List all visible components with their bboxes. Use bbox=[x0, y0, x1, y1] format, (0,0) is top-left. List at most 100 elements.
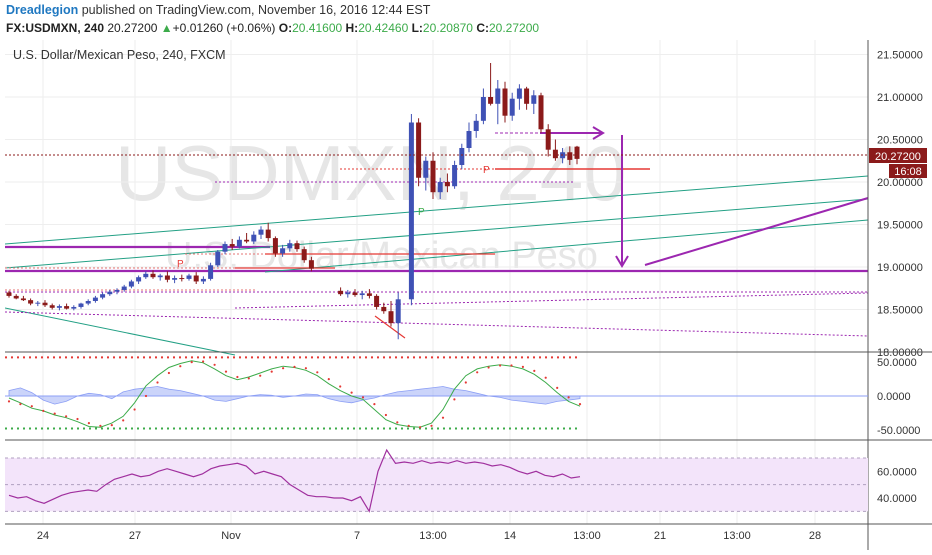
candle-body[interactable] bbox=[64, 306, 70, 309]
candle-body[interactable] bbox=[251, 234, 257, 242]
candle-body[interactable] bbox=[423, 160, 429, 178]
stoch-d-point bbox=[133, 408, 136, 411]
price-tick-label: 19.50000 bbox=[877, 220, 923, 232]
candle-body[interactable] bbox=[488, 97, 494, 104]
candle-body[interactable] bbox=[416, 122, 422, 178]
candle-body[interactable] bbox=[121, 286, 127, 290]
candle-body[interactable] bbox=[381, 306, 387, 312]
projection-arrows[interactable] bbox=[540, 126, 869, 268]
stoch-d-point bbox=[327, 378, 330, 381]
stochastic-pane[interactable]: 50.0000 0.0000 -50.0000 bbox=[5, 356, 920, 437]
stoch-d-point bbox=[110, 424, 113, 427]
candle-body[interactable] bbox=[244, 239, 250, 242]
candle-body[interactable] bbox=[509, 98, 515, 116]
candle-body[interactable] bbox=[164, 275, 170, 280]
open-value: 20.41600 bbox=[292, 21, 343, 35]
candle-body[interactable] bbox=[374, 295, 380, 307]
candle-body[interactable] bbox=[186, 275, 192, 279]
candle-body[interactable] bbox=[143, 273, 149, 278]
candle-body[interactable] bbox=[345, 292, 351, 295]
candle-body[interactable] bbox=[388, 311, 394, 324]
candle-body[interactable] bbox=[502, 88, 508, 116]
price-chart[interactable]: USDMXN, 240 U.S. Dollar/Mexican Peso U.S… bbox=[4, 40, 932, 550]
time-axis[interactable]: 24 27 Nov 7 13:00 14 13:00 21 13:00 28 bbox=[37, 530, 821, 542]
candle-body[interactable] bbox=[574, 146, 580, 159]
candle-body[interactable] bbox=[100, 294, 106, 298]
candle-body[interactable] bbox=[352, 292, 358, 296]
candle-body[interactable] bbox=[359, 293, 365, 296]
candle-body[interactable] bbox=[437, 182, 443, 193]
price-axis[interactable] bbox=[868, 40, 932, 550]
candle-body[interactable] bbox=[272, 238, 278, 254]
candle-body[interactable] bbox=[49, 305, 55, 308]
candle-body[interactable] bbox=[128, 281, 134, 287]
candle-body[interactable] bbox=[308, 260, 314, 269]
candle-body[interactable] bbox=[236, 239, 242, 247]
candle-body[interactable] bbox=[136, 277, 142, 282]
candle-body[interactable] bbox=[552, 149, 558, 159]
stoch-d-point bbox=[487, 366, 490, 369]
candle-body[interactable] bbox=[495, 88, 501, 104]
candle-body[interactable] bbox=[28, 300, 34, 304]
candle-body[interactable] bbox=[229, 244, 235, 247]
candle-body[interactable] bbox=[444, 182, 450, 187]
candle-body[interactable] bbox=[294, 243, 300, 250]
stoch-tick-label: 0.0000 bbox=[877, 391, 911, 403]
candle-body[interactable] bbox=[480, 97, 486, 121]
stoch-d-point bbox=[373, 403, 376, 406]
candle-body[interactable] bbox=[531, 95, 537, 104]
candle-body[interactable] bbox=[366, 293, 372, 296]
candle-body[interactable] bbox=[338, 290, 344, 295]
rsi-pane[interactable]: 60.0000 40.0000 bbox=[5, 448, 917, 513]
candle-body[interactable] bbox=[265, 229, 271, 239]
candle-body[interactable] bbox=[92, 297, 98, 301]
candle-body[interactable] bbox=[545, 129, 551, 150]
candle-body[interactable] bbox=[222, 244, 228, 252]
candle-body[interactable] bbox=[516, 88, 522, 99]
candle-body[interactable] bbox=[114, 289, 120, 292]
trend-line-down[interactable] bbox=[4, 307, 236, 356]
candle-body[interactable] bbox=[567, 152, 573, 160]
up-trend-projection[interactable] bbox=[644, 197, 869, 266]
channel-line-upper[interactable] bbox=[4, 175, 869, 245]
candle-body[interactable] bbox=[473, 120, 479, 131]
candles bbox=[6, 63, 580, 340]
candle-body[interactable] bbox=[524, 88, 530, 104]
candle-body[interactable] bbox=[258, 229, 264, 235]
candle-body[interactable] bbox=[538, 95, 544, 130]
candle-body[interactable] bbox=[85, 301, 91, 304]
candle-body[interactable] bbox=[150, 273, 156, 278]
author-link[interactable]: Dreadlegion bbox=[6, 3, 79, 17]
candle-body[interactable] bbox=[78, 303, 84, 307]
candle-body[interactable] bbox=[20, 298, 26, 301]
candle-body[interactable] bbox=[35, 302, 41, 304]
candle-body[interactable] bbox=[56, 306, 62, 308]
stoch-d-point bbox=[430, 424, 433, 427]
candle-body[interactable] bbox=[13, 295, 19, 299]
candle-body[interactable] bbox=[280, 248, 286, 254]
candle-body[interactable] bbox=[107, 291, 113, 295]
stoch-d-point bbox=[53, 412, 56, 415]
candle-body[interactable] bbox=[200, 278, 206, 282]
candle-body[interactable] bbox=[215, 251, 221, 266]
candle-body[interactable] bbox=[287, 243, 293, 249]
candle-body[interactable] bbox=[408, 122, 414, 300]
candle-body[interactable] bbox=[6, 292, 12, 296]
candle-body[interactable] bbox=[395, 299, 401, 324]
candle-body[interactable] bbox=[71, 306, 77, 309]
candle-body[interactable] bbox=[430, 160, 436, 193]
stoch-d-point bbox=[316, 371, 319, 374]
candle-body[interactable] bbox=[459, 148, 465, 165]
candle-body[interactable] bbox=[42, 302, 48, 306]
candle-body[interactable] bbox=[157, 275, 163, 278]
candle-body[interactable] bbox=[179, 278, 185, 280]
candle-body[interactable] bbox=[172, 278, 178, 280]
stoch-d-point bbox=[441, 416, 445, 419]
candle-body[interactable] bbox=[193, 275, 199, 282]
stoch-d-point bbox=[499, 364, 502, 367]
channel-line-mid[interactable] bbox=[4, 198, 869, 269]
candle-body[interactable] bbox=[466, 131, 472, 148]
candle-body[interactable] bbox=[452, 165, 458, 187]
candle-body[interactable] bbox=[301, 249, 307, 261]
candle-body[interactable] bbox=[208, 265, 214, 279]
